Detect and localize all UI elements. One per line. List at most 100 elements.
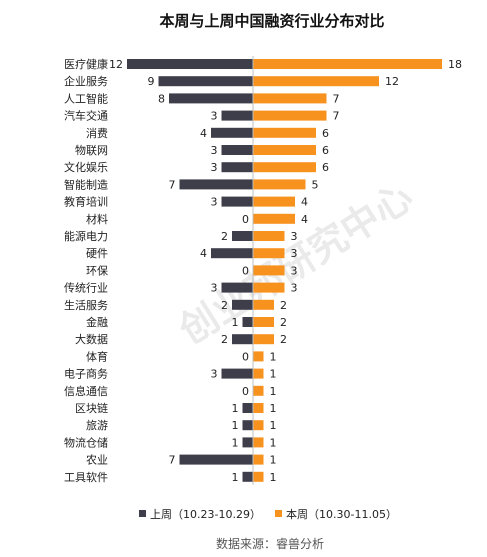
bar-last-week <box>221 110 253 121</box>
value-label-this-week: 1 <box>270 368 277 381</box>
value-label-last-week: 3 <box>211 282 218 295</box>
bar-last-week <box>232 334 253 345</box>
bar-last-week <box>232 231 253 241</box>
value-label-this-week: 3 <box>291 282 298 295</box>
category-label: 能源电力 <box>64 229 108 243</box>
bar-last-week <box>179 454 253 465</box>
legend: 上周（10.23-10.29） 本周（10.30-11.05） <box>139 507 397 521</box>
bar-this-week <box>253 282 285 293</box>
bar-last-week <box>242 420 253 431</box>
value-label-last-week: 1 <box>232 471 239 484</box>
value-label-this-week: 2 <box>280 333 287 346</box>
value-label-this-week: 2 <box>280 299 287 312</box>
value-label-last-week: 3 <box>211 110 218 123</box>
value-label-this-week: 5 <box>312 178 319 191</box>
category-label: 消费 <box>86 126 108 140</box>
bar-last-week <box>179 179 253 190</box>
legend-swatch-this-week <box>275 510 282 517</box>
bar-last-week <box>211 127 253 138</box>
category-label: 环保 <box>86 263 108 277</box>
bar-this-week <box>253 437 264 448</box>
bar-this-week <box>253 59 442 69</box>
value-label-this-week: 4 <box>301 213 308 226</box>
category-label: 文化娱乐 <box>64 160 108 174</box>
category-label: 教育培训 <box>64 195 108 209</box>
value-label-this-week: 12 <box>385 75 399 88</box>
bar-this-week <box>253 368 264 379</box>
category-label: 体育 <box>86 349 108 363</box>
value-label-last-week: 4 <box>200 127 207 140</box>
bar-this-week <box>253 213 295 224</box>
bar-this-week <box>253 471 264 482</box>
bar-last-week <box>221 282 253 293</box>
category-label: 电子商务 <box>64 367 108 381</box>
bar-this-week <box>253 179 306 190</box>
category-label: 物联网 <box>75 143 108 157</box>
value-label-last-week: 2 <box>221 299 228 312</box>
legend-swatch-last-week <box>139 510 146 517</box>
bar-this-week <box>253 420 264 431</box>
bar-this-week <box>253 299 274 310</box>
bar-this-week <box>253 127 316 138</box>
value-label-last-week: 1 <box>232 402 239 415</box>
category-label: 企业服务 <box>64 74 108 88</box>
bar-this-week <box>253 334 274 345</box>
value-label-this-week: 3 <box>291 264 298 277</box>
bar-last-week <box>242 471 253 482</box>
value-label-last-week: 7 <box>169 178 176 191</box>
value-label-this-week: 1 <box>270 454 277 467</box>
category-label: 汽车交通 <box>64 109 108 123</box>
value-label-this-week: 18 <box>448 58 462 71</box>
category-label: 大数据 <box>75 332 108 346</box>
bar-last-week <box>221 145 253 155</box>
value-label-last-week: 3 <box>211 196 218 209</box>
source-note: 数据来源：睿兽分析 <box>216 536 324 551</box>
bar-this-week <box>253 76 379 87</box>
value-label-this-week: 2 <box>280 316 287 329</box>
category-label: 人工智能 <box>64 91 108 105</box>
bar-this-week <box>253 265 285 276</box>
value-label-last-week: 0 <box>242 350 249 363</box>
value-label-this-week: 1 <box>270 419 277 432</box>
value-label-this-week: 1 <box>270 385 277 398</box>
bar-last-week <box>232 299 253 310</box>
bar-this-week <box>253 385 264 396</box>
value-label-last-week: 3 <box>211 144 218 157</box>
category-label: 区块链 <box>75 401 108 415</box>
value-label-this-week: 1 <box>270 436 277 449</box>
bar-last-week <box>158 76 253 87</box>
bar-this-week <box>253 351 264 362</box>
category-label: 信息通信 <box>64 384 108 398</box>
value-label-last-week: 9 <box>148 75 155 88</box>
category-label: 智能制造 <box>64 177 108 191</box>
value-label-last-week: 4 <box>200 247 207 260</box>
bar-this-week <box>253 231 285 241</box>
category-label: 旅游 <box>86 418 108 432</box>
value-label-this-week: 1 <box>270 402 277 415</box>
value-label-last-week: 1 <box>232 436 239 449</box>
value-label-this-week: 1 <box>270 471 277 484</box>
bar-this-week <box>253 196 295 207</box>
category-label: 硬件 <box>86 247 108 260</box>
chart-title: 本周与上周中国融资行业分布对比 <box>159 12 384 30</box>
bar-this-week <box>253 93 327 104</box>
bar-last-week <box>242 437 253 448</box>
legend-label-this-week: 本周（10.30-11.05） <box>286 507 397 521</box>
category-label: 工具软件 <box>64 470 108 484</box>
value-label-last-week: 7 <box>169 454 176 467</box>
value-label-last-week: 12 <box>109 58 123 71</box>
value-label-last-week: 3 <box>211 368 218 381</box>
bar-this-week <box>253 317 274 327</box>
bar-last-week <box>127 59 253 69</box>
category-label: 物流仓储 <box>64 435 108 449</box>
bar-this-week <box>253 145 316 155</box>
legend-label-last-week: 上周（10.23-10.29） <box>150 508 261 521</box>
value-label-last-week: 2 <box>221 230 228 243</box>
bar-last-week <box>221 162 253 173</box>
value-label-this-week: 7 <box>333 110 340 123</box>
bar-this-week <box>253 248 285 259</box>
category-label: 金融 <box>86 315 108 329</box>
value-label-last-week: 0 <box>242 264 249 277</box>
